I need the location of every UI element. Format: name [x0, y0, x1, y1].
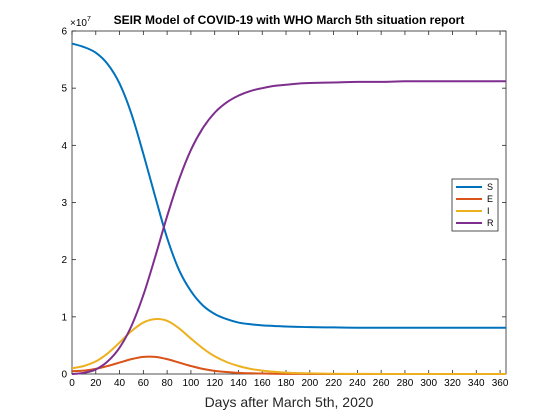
x-tick-label: 140 — [230, 378, 247, 389]
y-exponent-base: ×10 — [70, 18, 87, 29]
y-exponent-power: 7 — [87, 16, 91, 23]
y-tick-label: 5 — [61, 84, 67, 95]
y-tick-label: 3 — [61, 198, 67, 209]
series-line-s — [71, 42, 506, 329]
x-tick-label: 340 — [468, 378, 485, 389]
y-tick-label: 1 — [61, 312, 67, 323]
y-tick-label: 4 — [61, 141, 67, 152]
series-line-r — [71, 80, 506, 375]
x-tick-label: 20 — [90, 378, 102, 389]
x-tick-label: 200 — [301, 378, 318, 389]
x-tick-label: 60 — [138, 378, 150, 389]
axes: 0 20 40 60 80 100 120 140 160 180 200 220 240 260 280 3… — [61, 27, 508, 390]
x-tick-label: 280 — [397, 378, 414, 389]
legend: SEIR — [451, 178, 499, 232]
x-tick-label: 320 — [444, 378, 461, 389]
y-tick-label: 0 — [61, 370, 67, 381]
x-tick-label: 0 — [69, 378, 75, 389]
y-axis-exponent: ×107 — [70, 16, 91, 29]
x-tick-label: 360 — [492, 378, 509, 389]
x-axis-label: Days after March 5th, 2020 — [205, 394, 374, 410]
plot-box — [71, 30, 507, 375]
chart-title: SEIR Model of COVID-19 with WHO March 5t… — [114, 13, 465, 27]
x-tick-label: 260 — [373, 378, 390, 389]
y-tick-label: 2 — [61, 255, 67, 266]
legend-label-s: S — [487, 182, 493, 192]
legend-label-r: R — [487, 218, 494, 228]
x-tick-label: 160 — [254, 378, 271, 389]
x-tick-label: 120 — [206, 378, 223, 389]
x-tick-label: 40 — [114, 378, 126, 389]
x-tick-label: 240 — [349, 378, 366, 389]
plot-area — [71, 42, 507, 376]
x-tick-label: 220 — [325, 378, 342, 389]
x-tick-label: 180 — [278, 378, 295, 389]
y-tick-label: 6 — [61, 27, 67, 38]
x-tick-label: 100 — [183, 378, 200, 389]
x-tick-label: 300 — [420, 378, 437, 389]
x-tick-label: 80 — [162, 378, 174, 389]
legend-label-e: E — [487, 194, 493, 204]
legend-label-i: I — [487, 206, 490, 216]
